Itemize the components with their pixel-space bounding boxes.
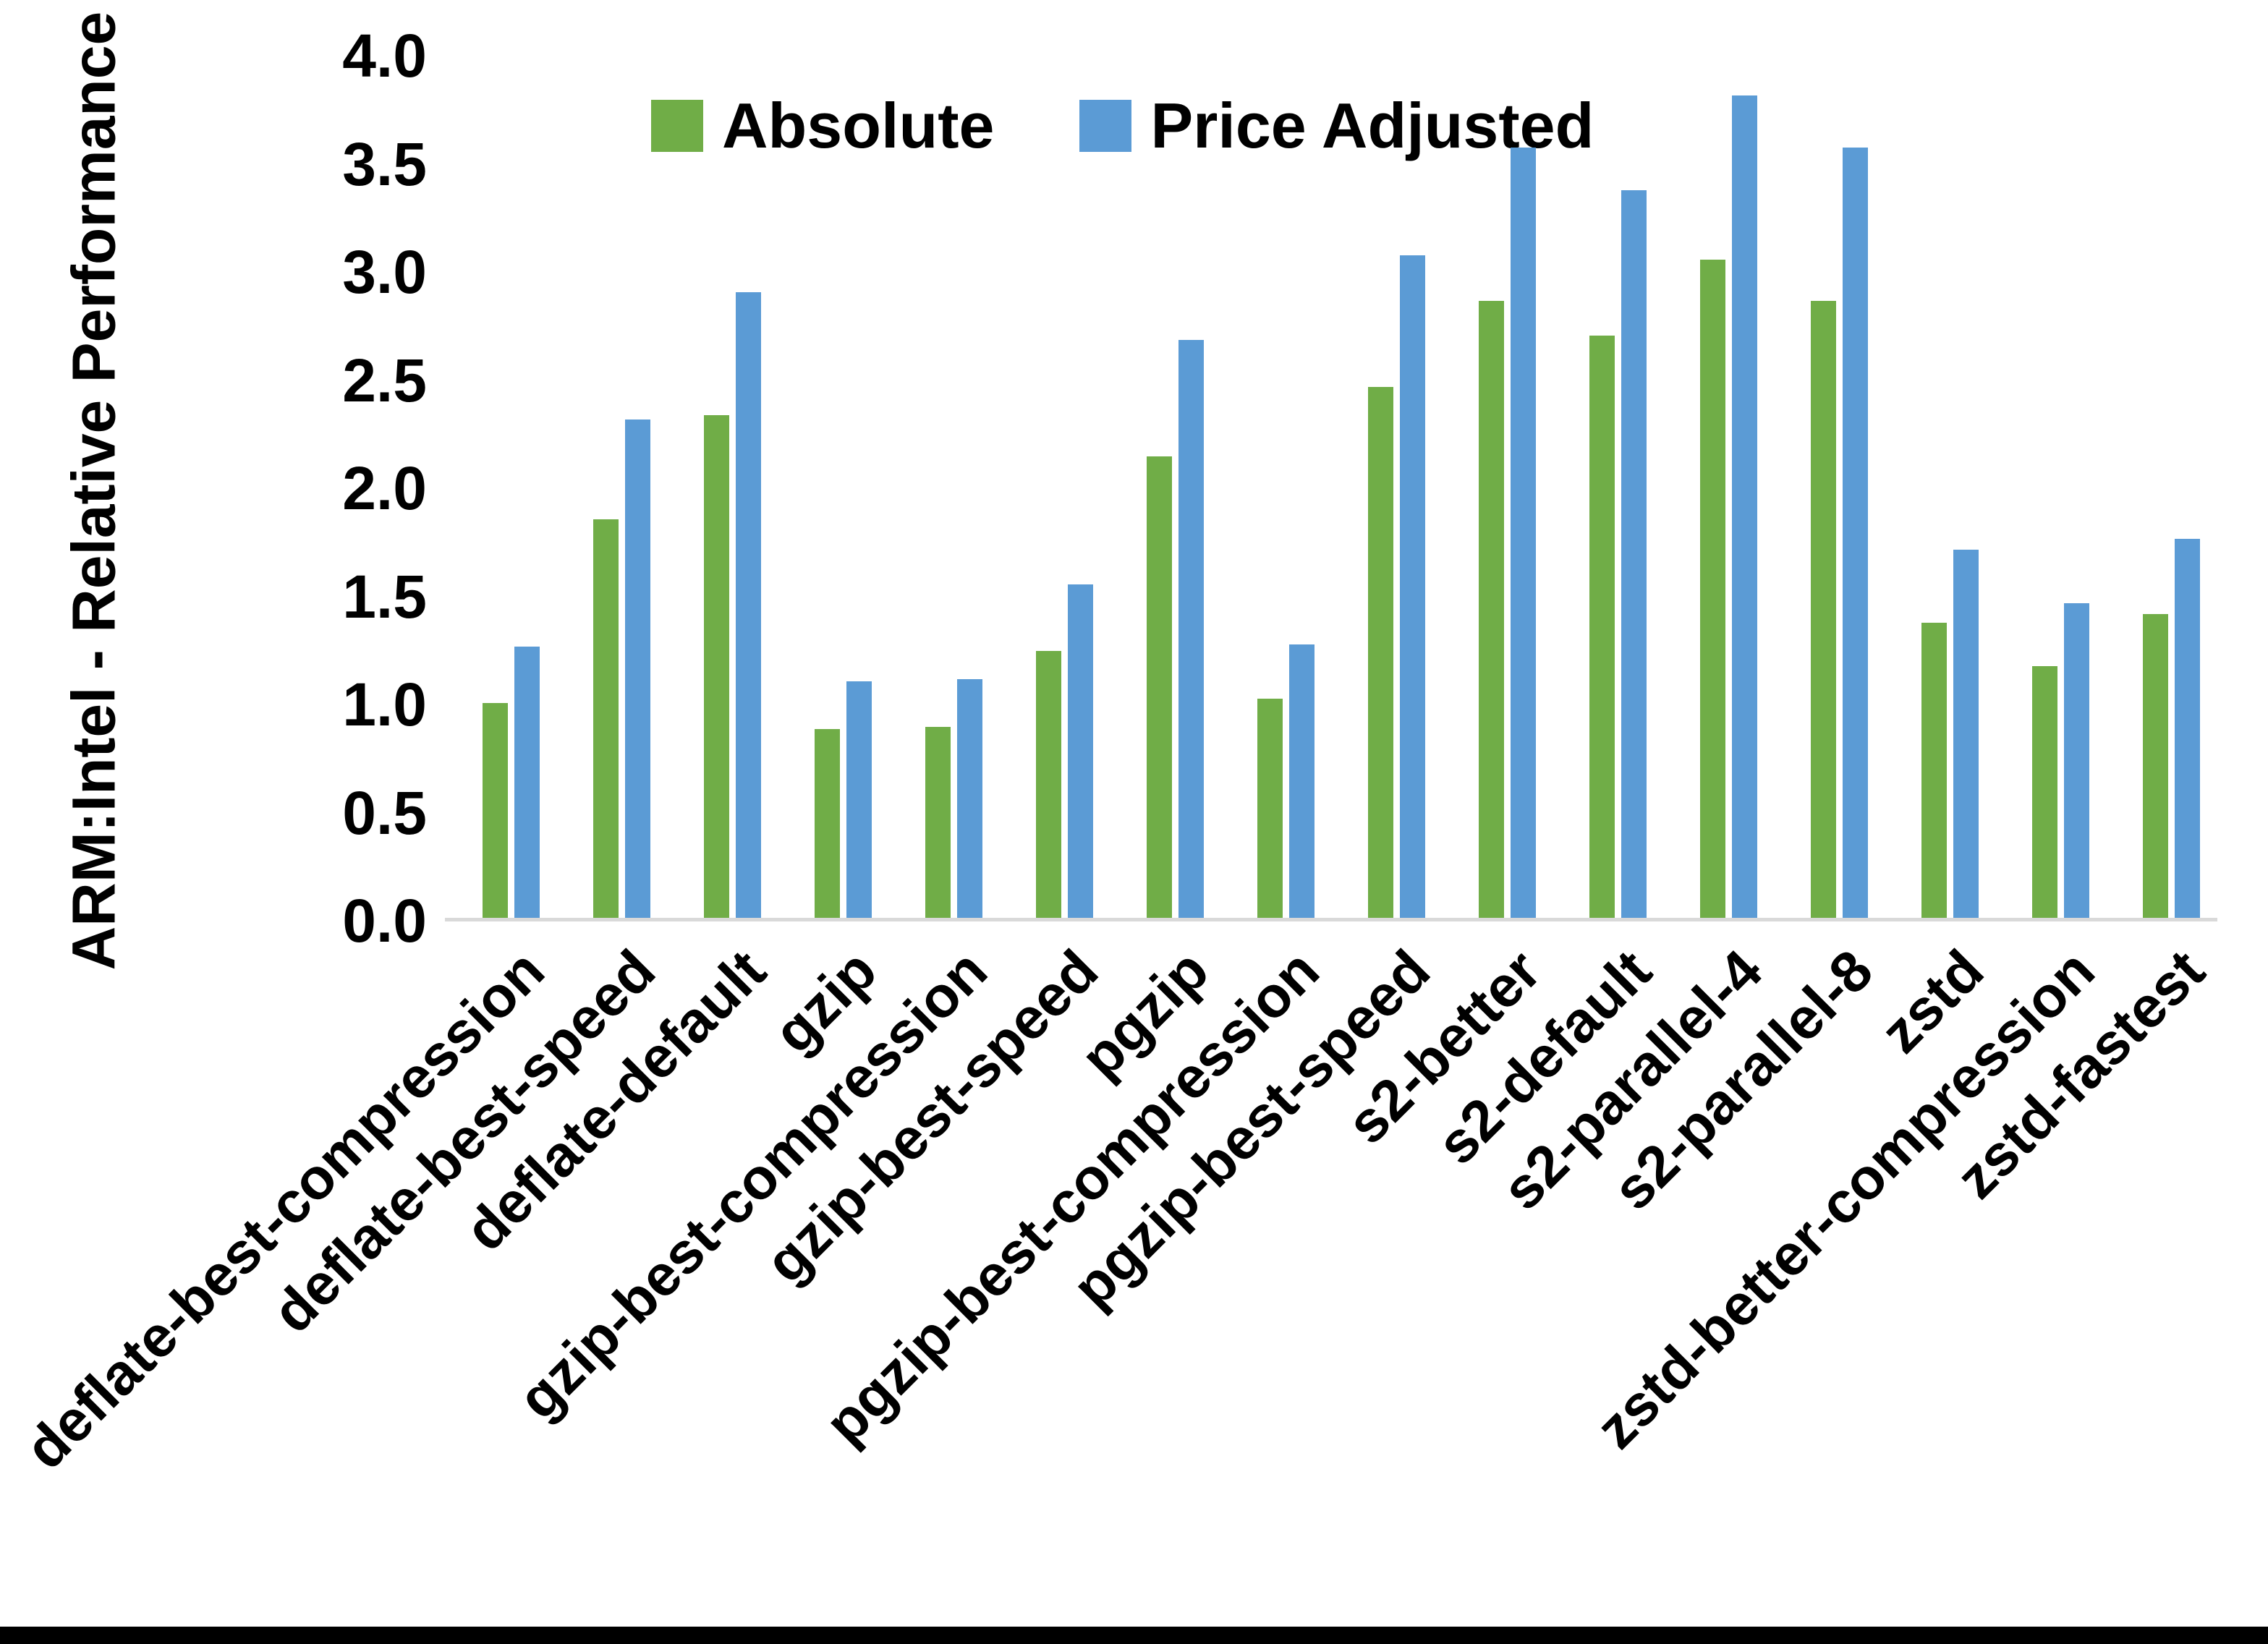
legend: Absolute Price Adjusted — [651, 94, 1594, 158]
y-tick-label: 1.0 — [342, 670, 427, 738]
legend-item-absolute: Absolute — [651, 94, 994, 158]
y-tick-label: 0.5 — [342, 778, 427, 847]
bar-absolute-zstd-better-compression — [2032, 666, 2057, 919]
bar-absolute-gzip — [815, 729, 840, 919]
bar-absolute-deflate-default — [704, 415, 729, 919]
bar-absolute-gzip-best-speed — [1036, 651, 1061, 919]
bar-absolute-s2-parallel-8 — [1811, 301, 1836, 919]
y-tick-label: 0.0 — [342, 887, 427, 955]
bar-price-adjusted-s2-default — [1621, 190, 1647, 919]
bar-absolute-zstd-fastest — [2143, 614, 2168, 919]
y-tick-label: 2.5 — [342, 346, 427, 414]
bar-price-adjusted-pgzip — [1178, 340, 1204, 919]
y-tick-label: 1.5 — [342, 562, 427, 631]
bottom-border — [0, 1627, 2268, 1644]
legend-swatch-absolute-icon — [651, 100, 703, 152]
legend-swatch-price-adjusted-icon — [1079, 100, 1132, 152]
bar-price-adjusted-deflate-best-compression — [514, 647, 540, 919]
y-tick-label: 3.5 — [342, 129, 427, 198]
y-tick-label: 3.0 — [342, 238, 427, 306]
bar-absolute-pgzip — [1147, 456, 1172, 919]
legend-label-price-adjusted: Price Adjusted — [1150, 90, 1594, 161]
bar-absolute-gzip-best-compression — [925, 727, 951, 919]
bar-price-adjusted-gzip-best-speed — [1068, 584, 1093, 919]
legend-label-absolute: Absolute — [722, 90, 995, 161]
bar-price-adjusted-deflate-best-speed — [625, 419, 650, 919]
bar-absolute-s2-default — [1589, 336, 1615, 919]
plot-area — [463, 54, 2214, 919]
bar-price-adjusted-s2-better — [1511, 148, 1536, 919]
bar-price-adjusted-zstd-better-compression — [2064, 603, 2089, 919]
bar-absolute-s2-better — [1479, 301, 1504, 919]
bar-absolute-deflate-best-compression — [483, 703, 508, 919]
bar-price-adjusted-s2-parallel-8 — [1843, 148, 1868, 919]
bar-price-adjusted-s2-parallel-4 — [1732, 95, 1757, 919]
bar-absolute-zstd — [1921, 623, 1947, 919]
bar-absolute-pgzip-best-compression — [1257, 699, 1283, 919]
bar-absolute-pgzip-best-speed — [1368, 387, 1393, 919]
y-tick-label: 4.0 — [342, 22, 427, 90]
y-axis-title: ARM:Intel - Relative Performance — [59, 11, 128, 971]
bar-price-adjusted-gzip-best-compression — [957, 679, 982, 919]
bar-absolute-deflate-best-speed — [593, 519, 619, 919]
bar-price-adjusted-zstd-fastest — [2175, 539, 2200, 919]
bar-price-adjusted-pgzip-best-speed — [1400, 255, 1425, 919]
bar-price-adjusted-zstd — [1953, 550, 1979, 919]
x-axis-baseline — [445, 918, 2217, 921]
y-tick-label: 2.0 — [342, 454, 427, 522]
bar-price-adjusted-gzip — [846, 681, 872, 919]
bar-price-adjusted-deflate-default — [736, 292, 761, 919]
bar-absolute-s2-parallel-4 — [1700, 260, 1725, 919]
bar-price-adjusted-pgzip-best-compression — [1289, 644, 1314, 919]
legend-item-price-adjusted: Price Adjusted — [1079, 94, 1594, 158]
